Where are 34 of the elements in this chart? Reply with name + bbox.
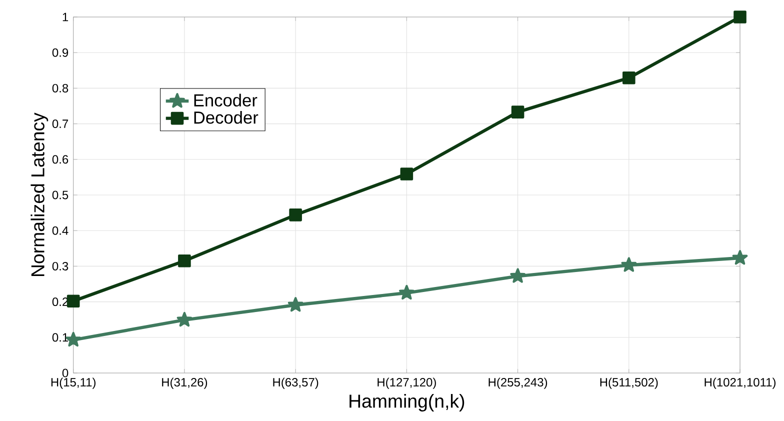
y-tick-label: 0.3	[52, 262, 68, 270]
x-tick-label: H(127,120)	[378, 378, 436, 389]
legend-label: Encoder	[194, 94, 258, 107]
point	[400, 168, 414, 180]
y-tick-label: 0.5	[52, 190, 68, 200]
y-axis-title: Normalized Latency	[30, 112, 48, 276]
x-tick-label: H(63,57)	[273, 378, 318, 389]
point	[176, 312, 192, 327]
point	[288, 297, 304, 312]
x-tick-label: H(255,243)	[488, 378, 548, 389]
point	[621, 257, 637, 272]
x-tick-label: H(1021,1011)	[704, 378, 776, 389]
x-axis-title: Hamming(n,k)	[350, 394, 464, 412]
y-tick-label: 0.7	[52, 120, 68, 128]
x-tick-label: H(31,26)	[162, 378, 208, 389]
point	[289, 208, 302, 222]
point	[510, 268, 526, 283]
y-tick-label: 0.8	[52, 84, 68, 92]
y-tick-label: 0.9	[52, 48, 68, 57]
y-tick-label: 0.6	[52, 155, 68, 164]
point	[66, 294, 80, 308]
legend-label: Decoder	[194, 111, 258, 124]
point	[399, 284, 414, 300]
point	[511, 106, 524, 118]
x-tick-label: H(15,11)	[51, 378, 96, 389]
point	[732, 250, 748, 265]
y-tick-label: 1	[62, 12, 68, 22]
y-tick-label: 0.4	[52, 226, 68, 235]
point	[734, 10, 746, 24]
point	[622, 71, 636, 84]
y-tick-label: 0	[62, 368, 68, 378]
point	[178, 254, 191, 268]
x-tick-label: H(511,502)	[600, 378, 658, 389]
y-tick-label: 0.1	[52, 333, 68, 342]
